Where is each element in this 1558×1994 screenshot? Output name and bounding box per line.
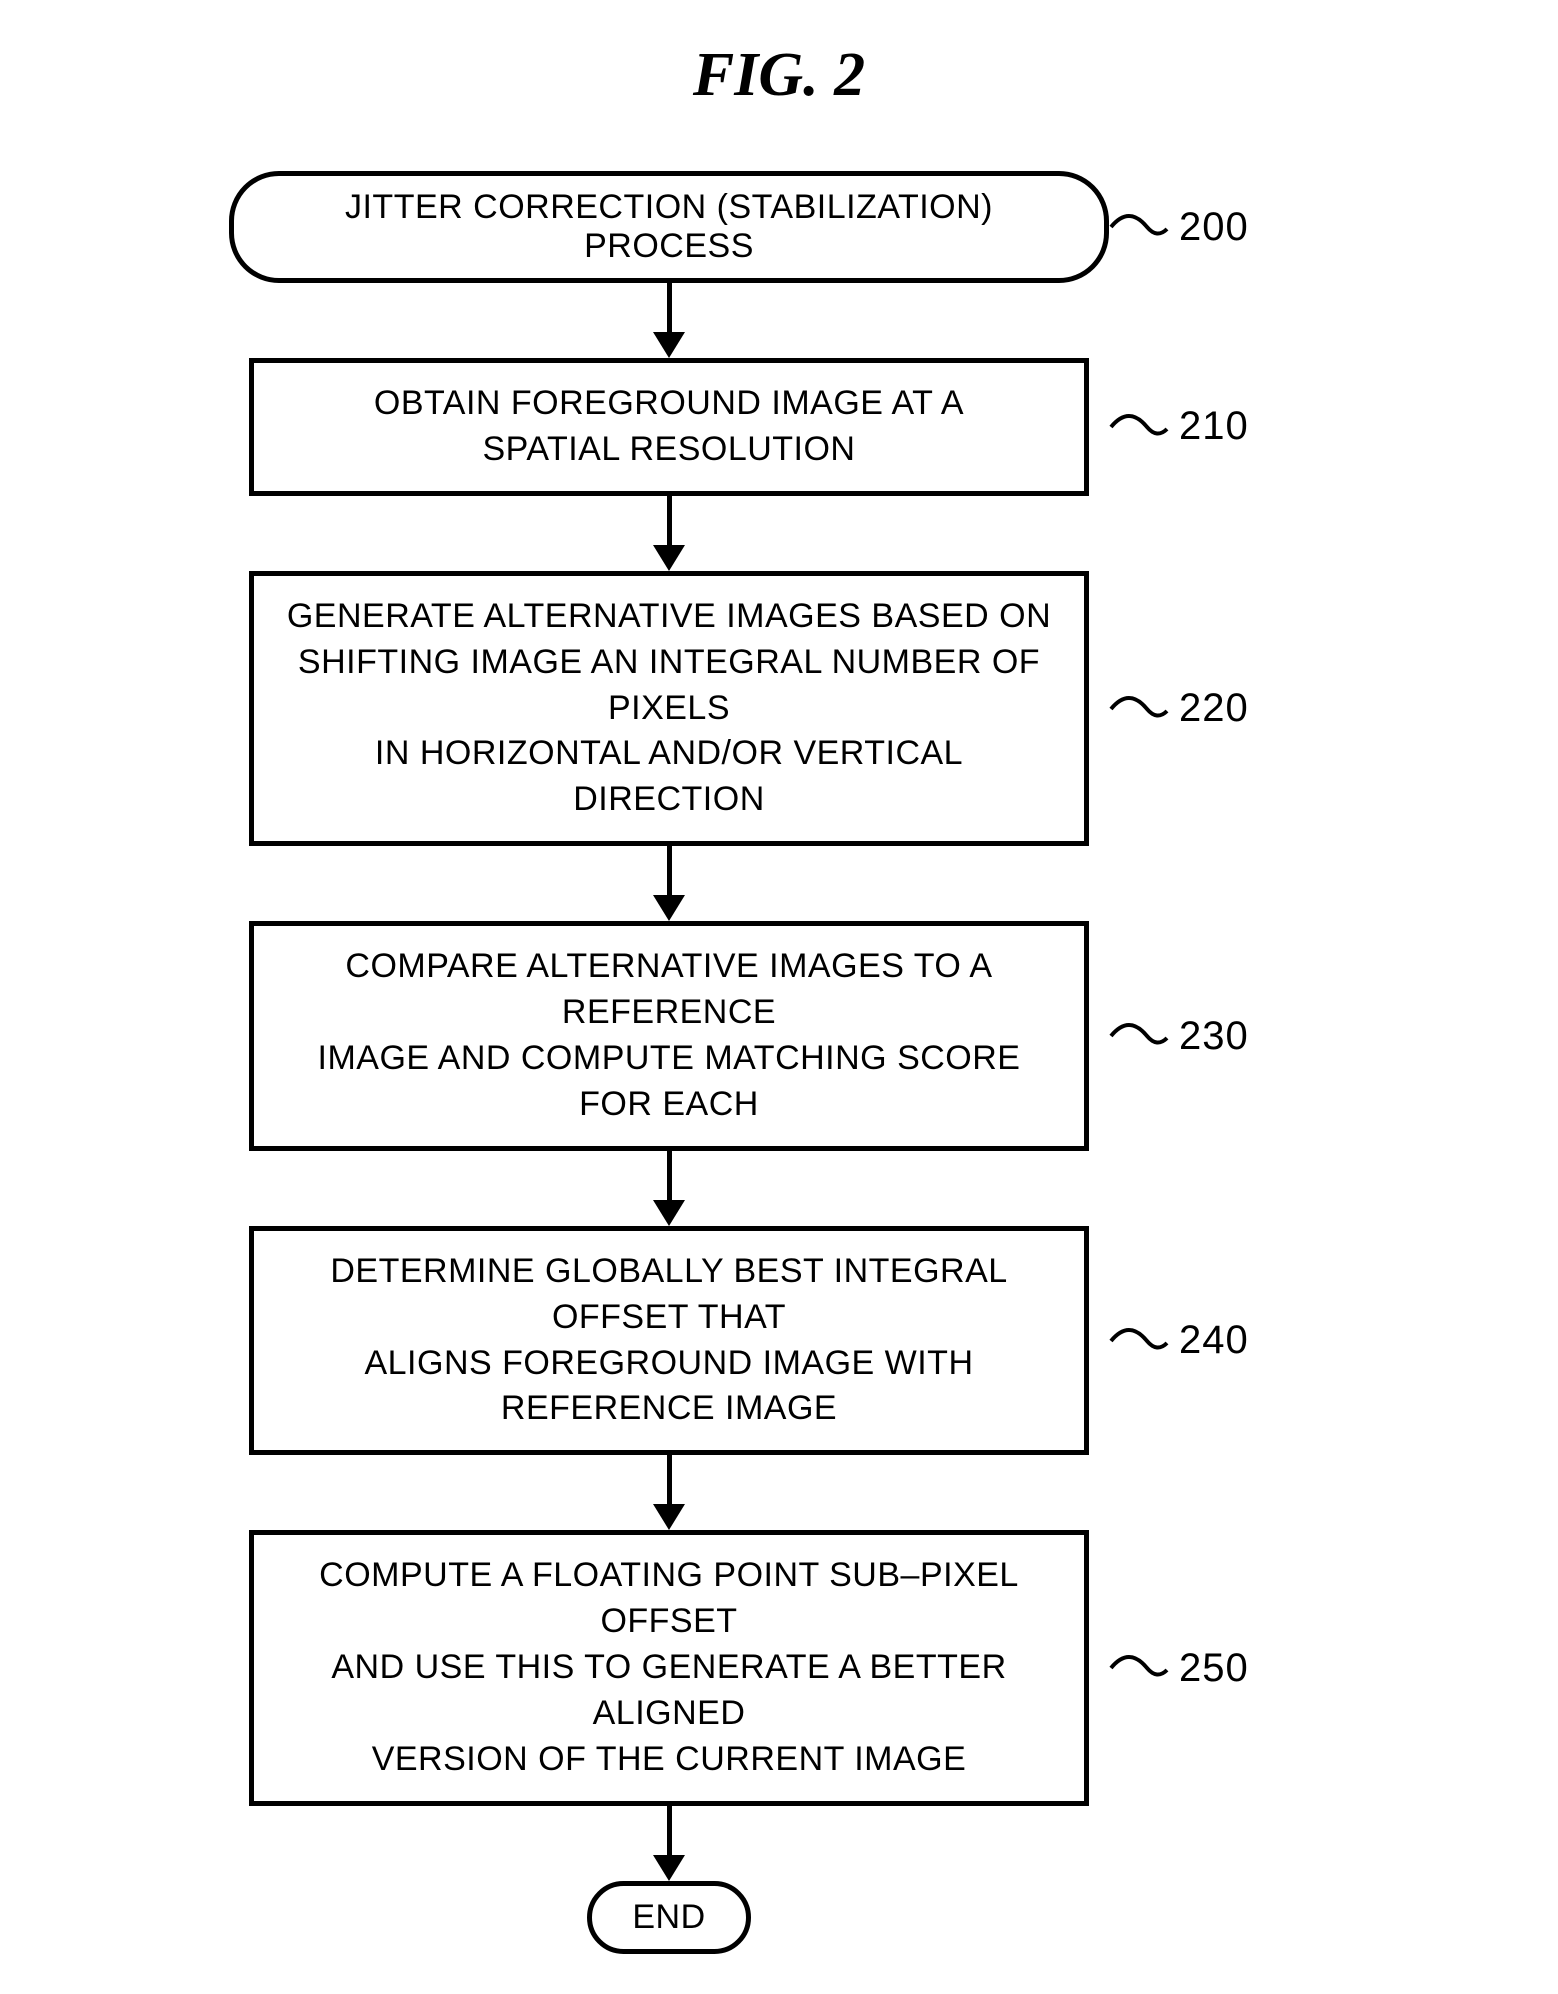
ref-label: 220	[1179, 686, 1249, 731]
ref-label: 200	[1179, 205, 1249, 250]
arrow	[653, 1806, 685, 1881]
arrow-line	[667, 1151, 672, 1201]
figure-title: FIG. 2	[693, 40, 865, 111]
terminator-start: JITTER CORRECTION (STABILIZATION) PROCES…	[229, 171, 1109, 283]
row-240: DETERMINE GLOBALLY BEST INTEGRAL OFFSET …	[229, 1226, 1329, 1456]
arrow	[653, 1151, 685, 1226]
process-250: COMPUTE A FLOATING POINT SUB–PIXEL OFFSE…	[249, 1530, 1089, 1805]
arrow-head-icon	[653, 1855, 685, 1881]
arrow-line	[667, 283, 672, 333]
ref-label: 230	[1179, 1014, 1249, 1059]
ref-210: 210	[1109, 404, 1329, 449]
row-start: JITTER CORRECTION (STABILIZATION) PROCES…	[229, 171, 1329, 283]
arrow	[653, 496, 685, 571]
flowchart: JITTER CORRECTION (STABILIZATION) PROCES…	[229, 171, 1329, 1954]
process-220: GENERATE ALTERNATIVE IMAGES BASED ONSHIF…	[249, 571, 1089, 846]
arrow-head-icon	[653, 545, 685, 571]
arrow	[653, 1455, 685, 1530]
arrow-head-icon	[653, 1200, 685, 1226]
ref-200: 200	[1109, 205, 1329, 250]
leader-curve-icon	[1109, 1648, 1169, 1688]
leader-curve-icon	[1109, 689, 1169, 729]
arrow-head-icon	[653, 332, 685, 358]
row-220: GENERATE ALTERNATIVE IMAGES BASED ONSHIF…	[229, 571, 1329, 846]
ref-label: 250	[1179, 1646, 1249, 1691]
row-end: END	[229, 1881, 1329, 1954]
arrow-head-icon	[653, 1504, 685, 1530]
terminator-end: END	[587, 1881, 750, 1954]
ref-240: 240	[1109, 1318, 1329, 1363]
row-250: COMPUTE A FLOATING POINT SUB–PIXEL OFFSE…	[229, 1530, 1329, 1805]
ref-220: 220	[1109, 686, 1329, 731]
row-230: COMPARE ALTERNATIVE IMAGES TO A REFERENC…	[229, 921, 1329, 1151]
process-210: OBTAIN FOREGROUND IMAGE AT ASPATIAL RESO…	[249, 358, 1089, 496]
row-210: OBTAIN FOREGROUND IMAGE AT ASPATIAL RESO…	[229, 358, 1329, 496]
leader-curve-icon	[1109, 407, 1169, 447]
leader-curve-icon	[1109, 207, 1169, 247]
arrow	[653, 846, 685, 921]
ref-230: 230	[1109, 1014, 1329, 1059]
ref-250: 250	[1109, 1646, 1329, 1691]
process-230: COMPARE ALTERNATIVE IMAGES TO A REFERENC…	[249, 921, 1089, 1151]
arrow-line	[667, 1806, 672, 1856]
process-240: DETERMINE GLOBALLY BEST INTEGRAL OFFSET …	[249, 1226, 1089, 1456]
arrow-line	[667, 846, 672, 896]
leader-curve-icon	[1109, 1321, 1169, 1361]
ref-label: 240	[1179, 1318, 1249, 1363]
arrow-head-icon	[653, 895, 685, 921]
ref-label: 210	[1179, 404, 1249, 449]
arrow-line	[667, 496, 672, 546]
leader-curve-icon	[1109, 1016, 1169, 1056]
arrow-line	[667, 1455, 672, 1505]
arrow	[653, 283, 685, 358]
